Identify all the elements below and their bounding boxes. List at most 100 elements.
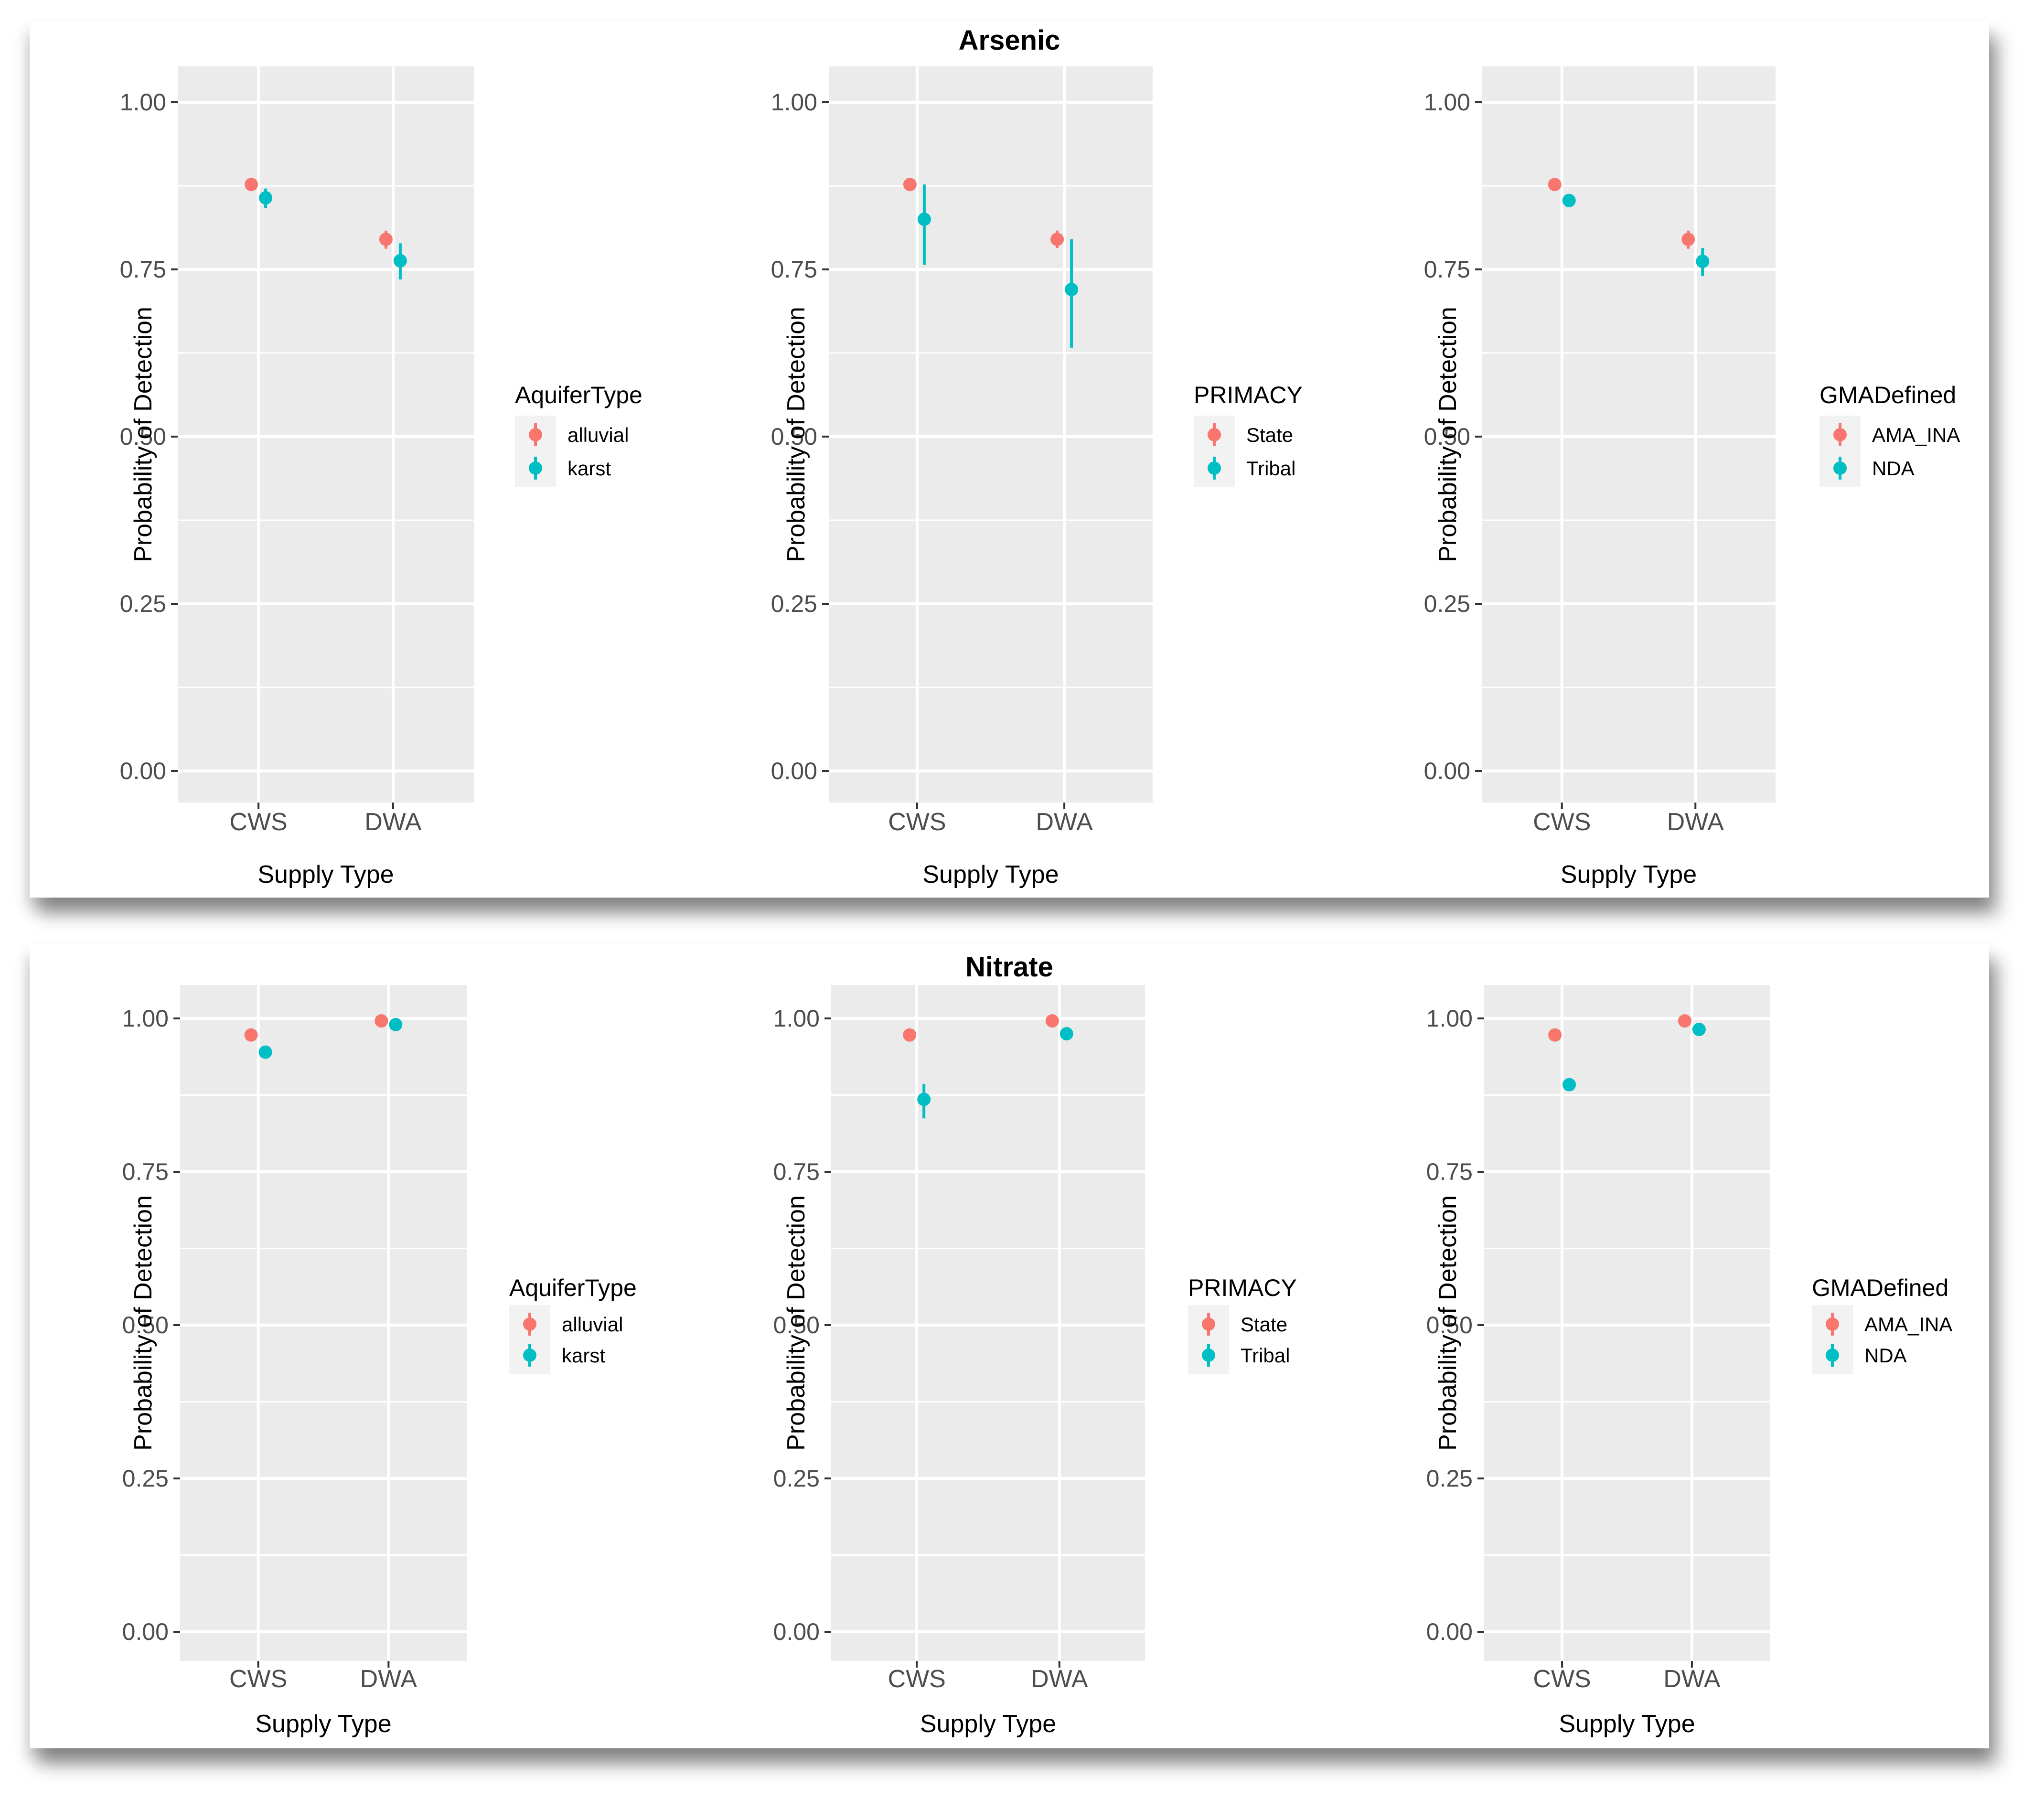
data-point [917, 213, 931, 226]
y-axis-label: Probability of Detection [129, 1195, 157, 1451]
legend-label: Tribal [1241, 1344, 1290, 1367]
data-point [1548, 1028, 1562, 1042]
x-axis-label: Supply Type [257, 861, 394, 888]
y-tick-label: 0.00 [773, 1618, 820, 1645]
facet-3: 0.00 0.25 0.50 0.75 1.00 CWS DWA Supply Type Pro… [1424, 66, 1960, 888]
chart-title: Arsenic [959, 25, 1060, 56]
data-point [259, 191, 273, 205]
y-axis-label: Probability of Detection [129, 307, 157, 562]
x-tick-label: CWS [1533, 1665, 1591, 1693]
legend-label: State [1246, 424, 1293, 446]
legend-title: AquiferType [515, 382, 642, 408]
legend-label: Tribal [1246, 457, 1295, 480]
y-tick-label: 0.50 [122, 1312, 169, 1338]
y-tick-label: 0.00 [1426, 1618, 1473, 1645]
y-tick-label: 0.25 [120, 590, 166, 617]
data-point [1050, 233, 1064, 246]
legend-label: karst [562, 1344, 605, 1367]
data-point [917, 1092, 931, 1106]
legend-key-point [1833, 461, 1847, 475]
legend-title: PRIMACY [1194, 382, 1303, 408]
legend-label: NDA [1864, 1344, 1907, 1367]
plot-background [831, 985, 1145, 1661]
y-tick-label: 0.75 [771, 256, 817, 283]
legend-key-point [523, 1349, 536, 1362]
y-tick-label: 0.00 [122, 1618, 169, 1645]
x-tick-label: CWS [888, 1665, 946, 1693]
data-point [245, 178, 258, 192]
data-point [389, 1017, 403, 1031]
x-axis-label: Supply Type [1559, 1710, 1695, 1738]
facet-2: 0.00 0.25 0.50 0.75 1.00 CWS DWA Supply Type Pro… [771, 66, 1303, 888]
facet-1: 0.00 0.25 0.50 0.75 1.00 CWS DWA Supply Type Pro… [122, 985, 637, 1738]
legend-label: alluvial [562, 1313, 623, 1336]
x-tick-label: CWS [229, 808, 287, 836]
x-tick-label: DWA [364, 808, 422, 836]
plot-background [829, 66, 1153, 803]
x-tick-label: DWA [1036, 808, 1093, 836]
legend-label: AMA_INA [1864, 1313, 1952, 1336]
legend-label: NDA [1872, 457, 1915, 480]
y-tick-label: 1.00 [120, 89, 166, 116]
data-point [1696, 255, 1710, 268]
data-point [903, 1028, 917, 1042]
y-tick-label: 0.75 [773, 1158, 820, 1185]
y-tick-label: 0.75 [122, 1158, 169, 1185]
legend-key-point [1826, 1317, 1839, 1331]
data-point [1045, 1014, 1059, 1028]
y-tick-label: 0.25 [1424, 590, 1470, 617]
data-point [1548, 178, 1562, 192]
y-tick-label: 0.25 [122, 1465, 169, 1492]
x-tick-label: DWA [1667, 808, 1724, 836]
y-tick-label: 1.00 [773, 1005, 820, 1032]
y-axis-label: Probability of Detection [1434, 1195, 1462, 1451]
x-axis-label: Supply Type [255, 1710, 391, 1738]
y-tick-label: 0.00 [1424, 758, 1470, 784]
x-tick-label: CWS [229, 1665, 287, 1693]
legend-key-point [1208, 461, 1221, 475]
plot-background [1482, 66, 1776, 803]
legend-title: AquiferType [509, 1274, 637, 1301]
arsenic-chart: Arsenic 0.00 0.25 0.50 0.75 1.00 CWS DWA Supply … [120, 25, 1960, 888]
y-tick-label: 0.50 [1426, 1312, 1473, 1338]
plot-background [180, 985, 467, 1661]
x-tick-label: DWA [360, 1665, 417, 1693]
y-tick-label: 1.00 [771, 89, 817, 116]
data-point [1562, 1078, 1576, 1092]
data-point [258, 1045, 272, 1059]
legend-label: AMA_INA [1872, 424, 1960, 446]
y-axis-label: Probability of Detection [782, 307, 810, 562]
y-axis-label: Probability of Detection [1434, 307, 1462, 562]
nitrate-chart: Nitrate 0.00 0.25 0.50 0.75 1.00 CWS DWA Supply … [122, 952, 1953, 1738]
legend-key-point [1826, 1349, 1839, 1362]
legend-key-point [529, 428, 542, 441]
data-point [903, 178, 917, 192]
legend-key-point [1833, 428, 1847, 441]
legend-label: alluvial [567, 424, 629, 446]
chart-title: Nitrate [965, 952, 1053, 983]
legend-key-point [1208, 428, 1221, 441]
legend-title: PRIMACY [1188, 1274, 1297, 1301]
x-axis-label: Supply Type [920, 1710, 1056, 1738]
facet-3: 0.00 0.25 0.50 0.75 1.00 CWS DWA Supply Type Pro… [1426, 985, 1952, 1738]
nitrate-panel: Nitrate 0.00 0.25 0.50 0.75 1.00 CWS DWA Supply … [30, 944, 1989, 1748]
data-point [1678, 1014, 1691, 1028]
legend-title: GMADefined [1812, 1274, 1948, 1301]
facet-1: 0.00 0.25 0.50 0.75 1.00 CWS DWA Supply Type Pro… [120, 66, 642, 888]
y-tick-label: 0.50 [773, 1312, 820, 1338]
y-tick-label: 0.75 [1424, 256, 1470, 283]
facet-2: 0.00 0.25 0.50 0.75 1.00 CWS DWA Supply Type Pro… [773, 985, 1297, 1738]
legend-key-point [1202, 1349, 1215, 1362]
legend-key-point [1202, 1317, 1215, 1331]
y-axis-label: Probability of Detection [782, 1195, 810, 1451]
data-point [1059, 1027, 1073, 1041]
legend-label: karst [567, 457, 611, 480]
y-tick-label: 0.50 [120, 423, 166, 450]
y-tick-label: 1.00 [1424, 89, 1470, 116]
y-tick-label: 0.25 [1426, 1465, 1473, 1492]
y-tick-label: 0.50 [1424, 423, 1470, 450]
x-tick-label: DWA [1663, 1665, 1721, 1693]
x-axis-label: Supply Type [922, 861, 1059, 888]
x-axis-label: Supply Type [1561, 861, 1697, 888]
